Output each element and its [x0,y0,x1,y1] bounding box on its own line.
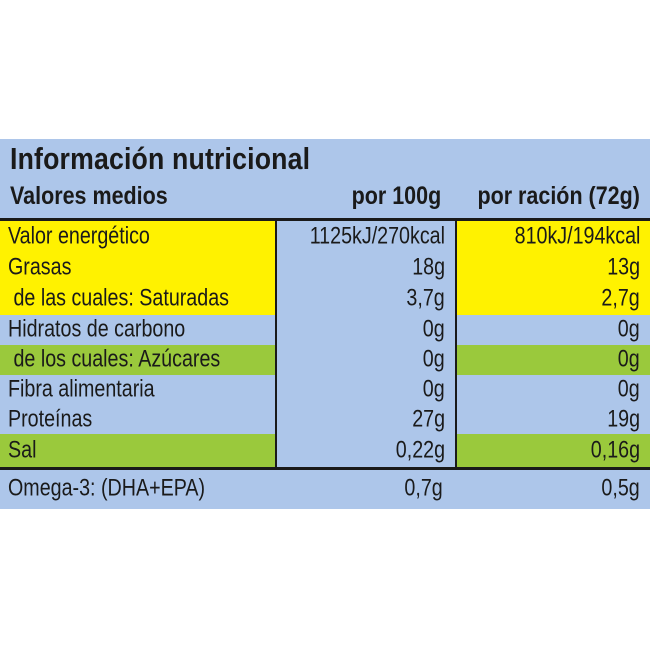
value-per-100g: 0g [423,375,445,403]
value-per-100g: 0g [423,315,445,343]
value-per-serving: 810kJ/194kcal [514,222,640,250]
nutrient-name: Omega-3: (DHA+EPA) [8,474,206,502]
value-per-serving: 2,7g [601,284,640,312]
value-per-100g: 3,7g [406,284,445,312]
value-per-100g: 0,22g [395,436,445,464]
nutrient-name: Valor energético [8,222,150,250]
table-row: Valor energético 1125kJ/270kcal 810kJ/19… [0,221,650,252]
value-per-serving: 0g [618,315,640,343]
header-per-100g: por 100g [351,182,441,210]
nutrient-name: Proteínas [8,405,93,433]
header-nutrient: Valores medios [10,182,168,210]
value-per-100g: 0,7g [404,474,443,502]
table-row: Proteínas 27g 19g [0,405,650,434]
table-row: Hidratos de carbono 0g 0g [0,315,650,345]
value-per-serving: 19g [607,405,640,433]
table-row: Fibra alimentaria 0g 0g [0,375,650,405]
value-per-serving: 0g [618,345,640,373]
omega3-row: Omega-3: (DHA+EPA) 0,7g 0,5g [0,470,650,508]
table-row: de las cuales: Saturadas 3,7g 2,7g [0,283,650,315]
table-row: de los cuales: Azúcares 0g 0g [0,345,650,375]
value-per-100g: 18g [412,253,445,281]
nutrient-name: de los cuales: Azúcares [8,345,221,373]
column-divider [275,219,277,467]
table-row: Grasas 18g 13g [0,252,650,283]
value-per-serving: 0,5g [601,474,640,502]
nutrient-name: Hidratos de carbono [8,315,186,343]
header-per-serving: por ración (72g) [477,182,640,210]
value-per-100g: 1125kJ/270kcal [309,222,445,250]
value-per-100g: 0g [423,345,445,373]
column-divider [455,219,457,467]
label-title: Información nutricional [10,141,311,176]
value-per-serving: 0,16g [590,436,640,464]
nutrient-name: Sal [8,436,37,464]
table-bottom-divider [0,467,650,470]
table-row: Sal 0,22g 0,16g [0,434,650,467]
nutrient-name: Grasas [8,253,72,281]
value-per-serving: 13g [607,253,640,281]
value-per-100g: 27g [412,405,445,433]
nutrient-name: Fibra alimentaria [8,375,155,403]
table-top-divider [0,218,650,221]
nutrient-name: de las cuales: Saturadas [8,284,229,312]
value-per-serving: 0g [618,375,640,403]
